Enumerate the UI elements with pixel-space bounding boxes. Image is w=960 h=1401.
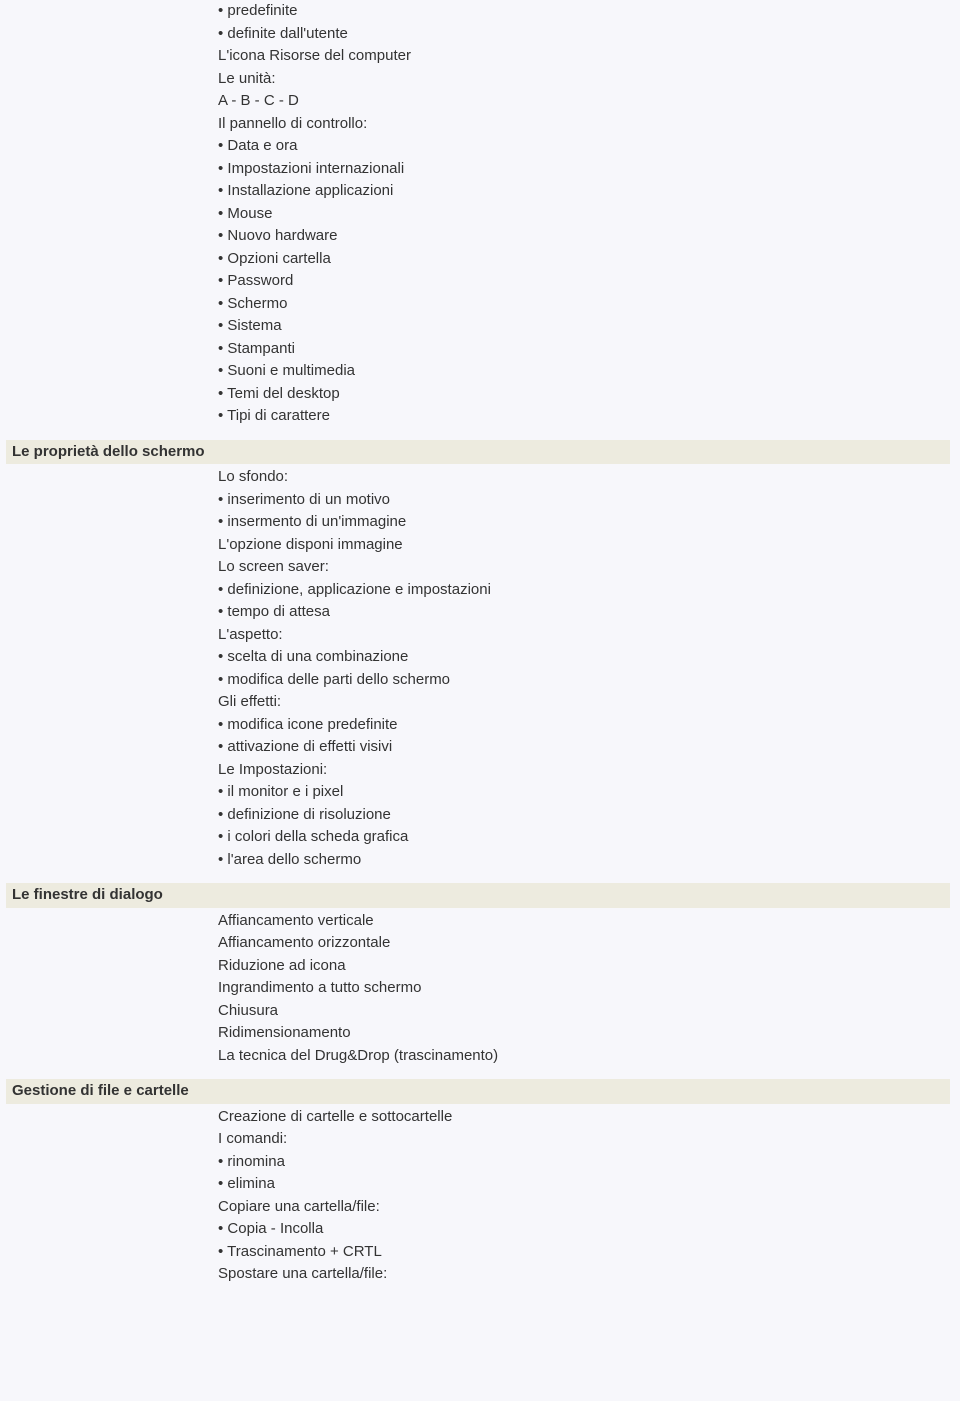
text-line: Spostare una cartella/file: [218, 1263, 930, 1286]
list-item: definizione di risoluzione [218, 804, 930, 827]
list-item: il monitor e i pixel [218, 781, 930, 804]
list-item: Nuovo hardware [218, 225, 930, 248]
list-item: predefinite [218, 0, 930, 23]
list-item: Installazione applicazioni [218, 180, 930, 203]
list-item: Trascinamento + CRTL [218, 1241, 930, 1264]
list-item: Impostazioni internazionali [218, 158, 930, 181]
text-line: Le unità: [218, 68, 930, 91]
list-item: scelta di una combinazione [218, 646, 930, 669]
list-item: Copia - Incolla [218, 1218, 930, 1241]
list-item: Sistema [218, 315, 930, 338]
text-line: L'opzione disponi immagine [218, 534, 930, 557]
list-item: elimina [218, 1173, 930, 1196]
text-line: I comandi: [218, 1128, 930, 1151]
list-item: l'area dello schermo [218, 849, 930, 872]
text-line: Affiancamento verticale [218, 910, 930, 933]
list-item: Data e ora [218, 135, 930, 158]
text-line: Lo screen saver: [218, 556, 930, 579]
section-heading-gestione-file: Gestione di file e cartelle [6, 1079, 950, 1104]
text-line: Creazione di cartelle e sottocartelle [218, 1106, 930, 1129]
list-item: Schermo [218, 293, 930, 316]
list-item: definizione, applicazione e impostazioni [218, 579, 930, 602]
text-line: Ingrandimento a tutto schermo [218, 977, 930, 1000]
text-line: Copiare una cartella/file: [218, 1196, 930, 1219]
list-item: inserimento di un motivo [218, 489, 930, 512]
text-line: Affiancamento orizzontale [218, 932, 930, 955]
list-item: Opzioni cartella [218, 248, 930, 271]
text-line: La tecnica del Drug&Drop (trascinamento) [218, 1045, 930, 1068]
list-item: Password [218, 270, 930, 293]
intro-block: predefinite definite dall'utente L'icona… [0, 0, 960, 428]
list-item: Tipi di carattere [218, 405, 930, 428]
list-item: Mouse [218, 203, 930, 226]
list-item: Temi del desktop [218, 383, 930, 406]
text-line: L'aspetto: [218, 624, 930, 647]
text-line: Gli effetti: [218, 691, 930, 714]
section3-block: Creazione di cartelle e sottocartelle I … [0, 1106, 960, 1286]
list-item: modifica delle parti dello schermo [218, 669, 930, 692]
text-line: Ridimensionamento [218, 1022, 930, 1045]
text-line: A - B - C - D [218, 90, 930, 113]
list-item: rinomina [218, 1151, 930, 1174]
text-line: Chiusura [218, 1000, 930, 1023]
section1-block: Lo sfondo: inserimento di un motivo inse… [0, 466, 960, 871]
text-line: L'icona Risorse del computer [218, 45, 930, 68]
list-item: i colori della scheda grafica [218, 826, 930, 849]
list-item: Suoni e multimedia [218, 360, 930, 383]
list-item: modifica icone predefinite [218, 714, 930, 737]
section-heading-proprieta-schermo: Le proprietà dello schermo [6, 440, 950, 465]
list-item: attivazione di effetti visivi [218, 736, 930, 759]
text-line: Le Impostazioni: [218, 759, 930, 782]
text-line: Lo sfondo: [218, 466, 930, 489]
section2-block: Affiancamento verticale Affiancamento or… [0, 910, 960, 1068]
list-item: tempo di attesa [218, 601, 930, 624]
text-line: Il pannello di controllo: [218, 113, 930, 136]
section-heading-finestre-dialogo: Le finestre di dialogo [6, 883, 950, 908]
list-item: insermento di un'immagine [218, 511, 930, 534]
text-line: Riduzione ad icona [218, 955, 930, 978]
list-item: Stampanti [218, 338, 930, 361]
list-item: definite dall'utente [218, 23, 930, 46]
